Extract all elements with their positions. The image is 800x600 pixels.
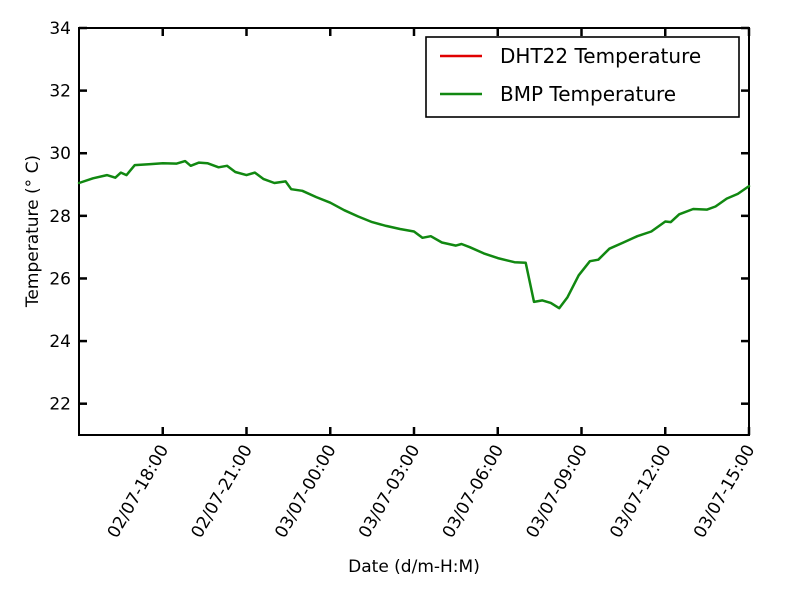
y-tick-label: 22: [49, 395, 71, 415]
series-layer: [77, 159, 751, 310]
x-tick-label: 03/07-15:00: [690, 442, 759, 542]
legend: DHT22 Temperature BMP Temperature: [425, 36, 740, 118]
y-tick-label: 28: [49, 207, 71, 227]
legend-label-bmp: BMP Temperature: [500, 82, 676, 106]
legend-label-dht22: DHT22 Temperature: [500, 44, 701, 68]
legend-box: [425, 36, 740, 118]
y-tick-label: 26: [49, 269, 71, 289]
series-line-bmp-temperature: [77, 159, 751, 310]
x-tick-label: 03/07-03:00: [355, 442, 424, 542]
y-tick-label: 30: [49, 144, 71, 164]
x-tick-label: 02/07-18:00: [104, 442, 173, 542]
x-tick-label: 02/07-21:00: [187, 442, 256, 542]
x-tick-label: 03/07-12:00: [606, 442, 675, 542]
y-tick-label: 32: [49, 82, 71, 102]
x-axis-label: Date (d/m-H:M): [348, 557, 480, 577]
y-axis-label: Temperature (° C): [23, 155, 43, 308]
x-tick-label: 03/07-00:00: [271, 442, 340, 542]
y-tick-label: 34: [49, 19, 71, 39]
y-axis-ticks: 22 24 26 28 30 32 34: [49, 19, 749, 415]
y-tick-label: 24: [49, 332, 71, 352]
x-tick-label: 03/07-06:00: [439, 442, 508, 542]
x-tick-label: 03/07-09:00: [522, 442, 591, 542]
